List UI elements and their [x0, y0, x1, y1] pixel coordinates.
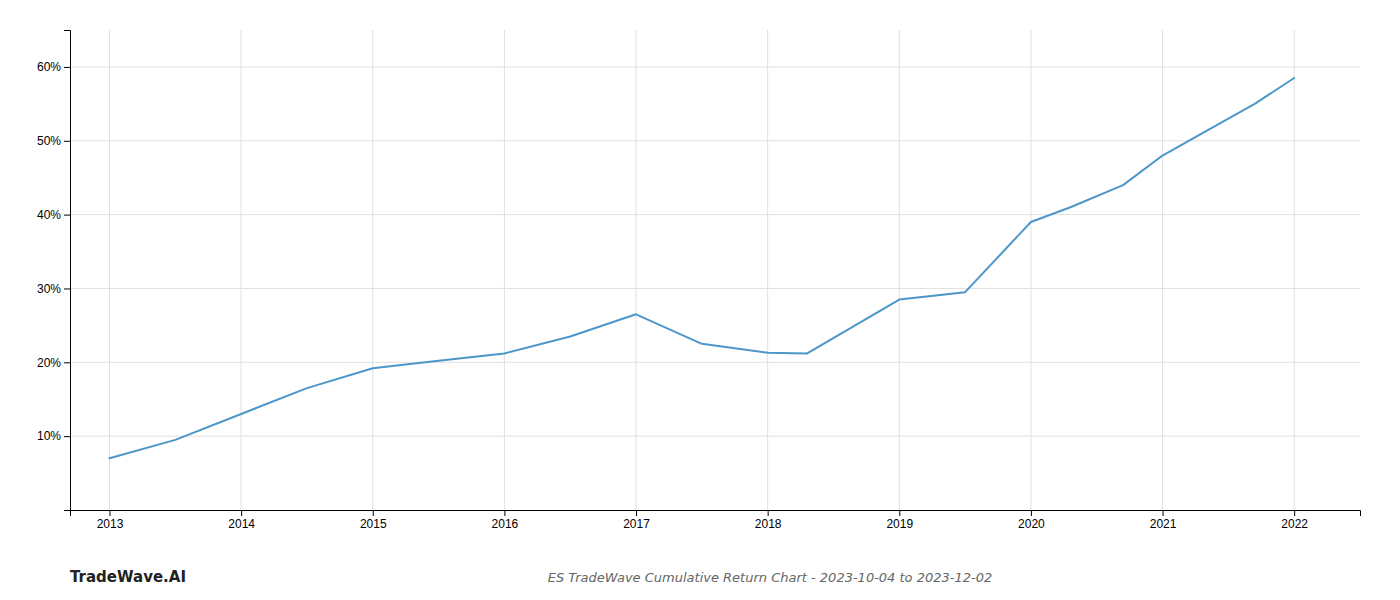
- y-tick-label: 60%: [37, 60, 61, 74]
- x-tick-label: 2016: [492, 517, 519, 531]
- x-tick: 2020: [1018, 510, 1045, 531]
- x-tick: 2015: [360, 510, 387, 531]
- chart: 2013 2014 2015 2016 2017 2018 2019 2020 2021 2022…: [0, 0, 1400, 600]
- x-tick-mark: [109, 510, 110, 516]
- y-grid-line: [70, 288, 1360, 289]
- x-tick: 2022: [1281, 510, 1308, 531]
- y-grid-line: [70, 66, 1360, 67]
- y-tick-label: 50%: [37, 134, 61, 148]
- y-tick-mark: [64, 436, 70, 437]
- y-tick-mark: [64, 362, 70, 363]
- x-grid-line: [1294, 30, 1295, 510]
- y-grid-line: [70, 362, 1360, 363]
- x-grid-line: [241, 30, 242, 510]
- x-tick-mark: [1294, 510, 1295, 516]
- title: ES TradeWave Cumulative Return Chart - 2…: [548, 570, 993, 585]
- x-tick-label: 2017: [623, 517, 650, 531]
- x-tick-mark: [504, 510, 505, 516]
- y-tick-label: 40%: [37, 208, 61, 222]
- x-tick: 2013: [97, 510, 124, 531]
- x-grid-line: [636, 30, 637, 510]
- x-grid-line: [109, 30, 110, 510]
- y-tick: 30%: [37, 282, 70, 296]
- x-grid-line: [767, 30, 768, 510]
- x-tick-mark: [373, 510, 374, 516]
- y-tick: 10%: [37, 429, 70, 443]
- grid: [70, 30, 1360, 510]
- y-axis-line: [64, 31, 71, 511]
- x-tick-label: 2013: [97, 517, 124, 531]
- x-tick-label: 2022: [1281, 517, 1308, 531]
- y-tick: 60%: [37, 60, 70, 74]
- marks: [109, 78, 1294, 458]
- x-tick-mark: [1031, 510, 1032, 516]
- x-tick: 2021: [1150, 510, 1177, 531]
- x-tick-mark: [899, 510, 900, 516]
- x-tick-label: 2020: [1018, 517, 1045, 531]
- x-grid-line: [1030, 30, 1031, 510]
- x-tick: 2018: [755, 510, 782, 531]
- x-grid-line: [372, 30, 373, 510]
- y-tick-label: 20%: [37, 356, 61, 370]
- x-tick: 2014: [228, 510, 255, 531]
- y-tick-mark: [64, 141, 70, 142]
- y-tick-mark: [64, 215, 70, 216]
- x-grid-line: [504, 30, 505, 510]
- x-tick: 2016: [492, 510, 519, 531]
- x-axis: 2013 2014 2015 2016 2017 2018 2019 2020 2021 2022: [71, 510, 1361, 531]
- x-tick-label: 2018: [755, 517, 782, 531]
- x-tick-mark: [768, 510, 769, 516]
- x-axis-line: [71, 511, 1361, 517]
- x-tick-mark: [636, 510, 637, 516]
- plot-area: 2013 2014 2015 2016 2017 2018 2019 2020 2021 2022…: [37, 30, 1361, 531]
- x-tick-mark: [241, 510, 242, 516]
- y-grid-line: [70, 214, 1360, 215]
- y-grid-line: [70, 140, 1360, 141]
- x-tick-mark: [1163, 510, 1164, 516]
- x-tick: 2017: [623, 510, 650, 531]
- x-grid-line: [899, 30, 900, 510]
- y-tick: 20%: [37, 356, 70, 370]
- x-tick-label: 2015: [360, 517, 387, 531]
- x-grid-line: [1162, 30, 1163, 510]
- y-tick-label: 10%: [37, 429, 61, 443]
- x-tick-label: 2019: [886, 517, 913, 531]
- y-grid-line: [70, 436, 1360, 437]
- x-tick-label: 2021: [1150, 517, 1177, 531]
- x-tick-label: 2014: [228, 517, 255, 531]
- watermark: TradeWave.AI: [70, 568, 186, 586]
- line: [109, 78, 1294, 458]
- y-tick: 50%: [37, 134, 70, 148]
- x-tick: 2019: [886, 510, 913, 531]
- y-tick: 40%: [37, 208, 70, 222]
- y-tick-label: 30%: [37, 282, 61, 296]
- y-tick-mark: [64, 288, 70, 289]
- y-axis: 10% 20% 30% 40% 50% 60%: [37, 31, 71, 511]
- y-tick-mark: [64, 67, 70, 68]
